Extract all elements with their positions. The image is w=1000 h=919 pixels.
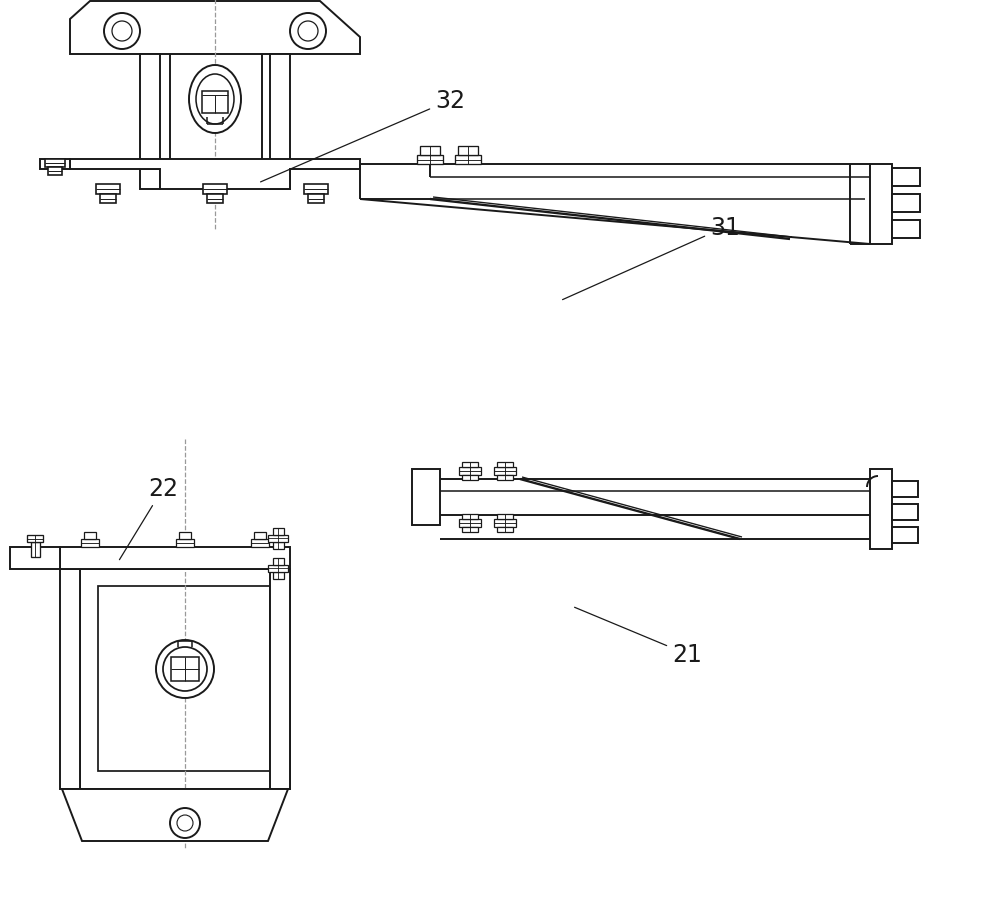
Polygon shape	[62, 789, 288, 841]
Bar	[497, 515, 513, 519]
Polygon shape	[270, 55, 290, 170]
Circle shape	[112, 22, 132, 42]
Bar	[273, 573, 284, 579]
Bar	[494, 468, 516, 475]
Bar	[81, 539, 99, 548]
Circle shape	[177, 815, 193, 831]
Bar	[462, 462, 478, 468]
Bar	[273, 558, 284, 565]
Polygon shape	[270, 170, 290, 190]
Bar	[870, 165, 892, 244]
Text: 21: 21	[575, 607, 702, 666]
Bar	[45, 160, 65, 168]
Bar	[179, 533, 191, 539]
Bar	[462, 475, 478, 481]
Bar	[171, 657, 199, 681]
Bar	[268, 535, 288, 542]
Circle shape	[170, 808, 200, 838]
Circle shape	[290, 14, 326, 50]
Bar	[203, 185, 227, 195]
Bar	[455, 156, 481, 165]
Bar	[459, 468, 481, 475]
Bar	[892, 221, 920, 239]
Polygon shape	[10, 548, 60, 570]
Ellipse shape	[163, 647, 207, 691]
Ellipse shape	[196, 75, 234, 125]
Bar	[304, 185, 328, 195]
Polygon shape	[70, 160, 360, 190]
Bar	[268, 565, 288, 573]
Text: 22: 22	[119, 477, 178, 560]
Bar	[494, 519, 516, 528]
Bar	[497, 528, 513, 532]
Ellipse shape	[189, 66, 241, 134]
Polygon shape	[60, 570, 80, 789]
Bar	[412, 470, 440, 526]
Bar	[458, 147, 478, 156]
Text: 31: 31	[563, 216, 740, 301]
Circle shape	[104, 14, 140, 50]
Polygon shape	[270, 570, 290, 789]
Polygon shape	[140, 170, 160, 190]
Bar	[459, 519, 481, 528]
Bar	[251, 539, 269, 548]
Bar	[273, 542, 284, 550]
Bar	[462, 515, 478, 519]
Bar	[31, 542, 40, 558]
Bar	[892, 505, 918, 520]
Bar	[60, 548, 290, 570]
Bar	[100, 195, 116, 204]
Bar	[417, 156, 443, 165]
Bar	[98, 586, 270, 771]
Text: 32: 32	[261, 89, 465, 183]
Bar	[892, 195, 920, 213]
Bar	[176, 539, 194, 548]
Bar	[892, 169, 920, 187]
Bar	[497, 462, 513, 468]
Bar	[870, 470, 892, 550]
Bar	[48, 168, 62, 176]
Bar	[420, 147, 440, 156]
Polygon shape	[70, 2, 360, 55]
Bar	[202, 92, 228, 114]
Bar	[80, 570, 290, 789]
Bar	[84, 533, 96, 539]
Circle shape	[298, 22, 318, 42]
Polygon shape	[40, 160, 70, 170]
Bar	[273, 528, 284, 535]
Bar	[497, 475, 513, 481]
Bar	[308, 195, 324, 204]
Polygon shape	[140, 55, 160, 170]
Bar	[96, 185, 120, 195]
Bar	[892, 528, 918, 543]
Ellipse shape	[156, 641, 214, 698]
Bar	[27, 536, 43, 542]
Bar	[207, 195, 223, 204]
Bar	[892, 482, 918, 497]
Bar	[462, 528, 478, 532]
Bar	[254, 533, 266, 539]
